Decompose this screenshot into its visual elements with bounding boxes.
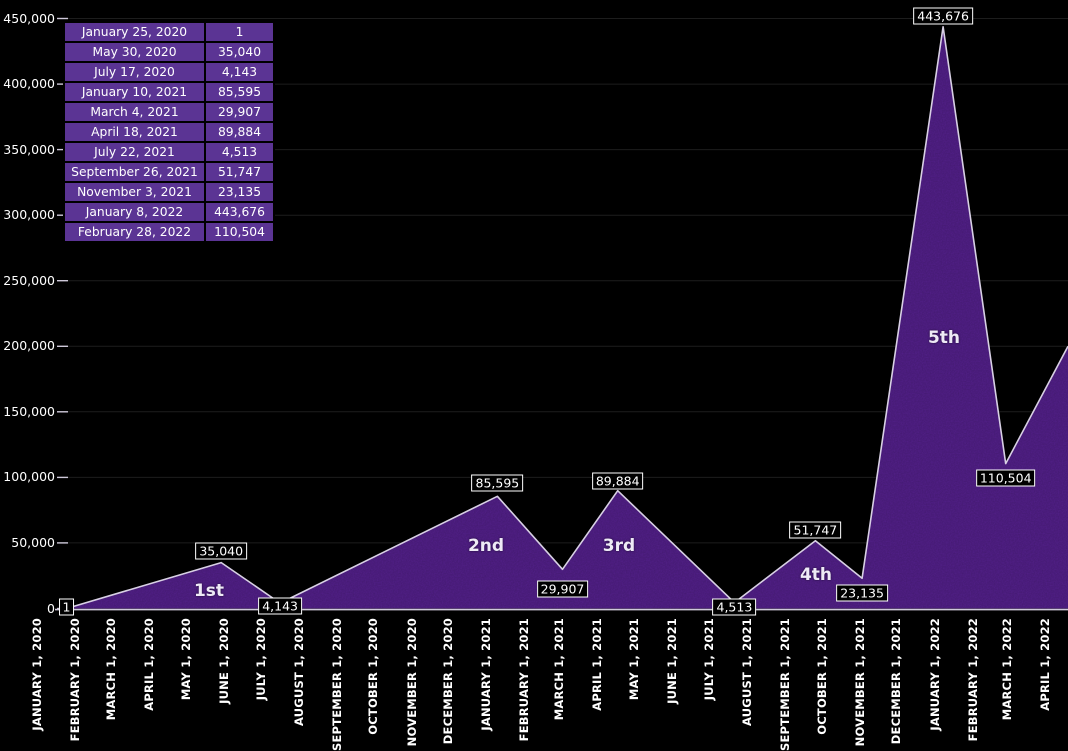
table-date-cell: January 25, 2020 xyxy=(65,23,204,41)
table-value-cell: 35,040 xyxy=(206,43,273,61)
table-date-cell: April 18, 2021 xyxy=(65,123,204,141)
table-date-cell: November 3, 2021 xyxy=(65,183,204,201)
table-value-cell: 85,595 xyxy=(206,83,273,101)
table-date-cell: January 10, 2021 xyxy=(65,83,204,101)
table-value-cell: 4,513 xyxy=(206,143,273,161)
table-date-cell: May 30, 2020 xyxy=(65,43,204,61)
table-value-cell: 51,747 xyxy=(206,163,273,181)
table-date-cell: July 22, 2021 xyxy=(65,143,204,161)
table-value-cell: 23,135 xyxy=(206,183,273,201)
table-value-cell: 89,884 xyxy=(206,123,273,141)
table-value-cell: 4,143 xyxy=(206,63,273,81)
table-value-cell: 1 xyxy=(206,23,273,41)
table-value-cell: 110,504 xyxy=(206,223,273,241)
table-date-cell: September 26, 2021 xyxy=(65,163,204,181)
table-value-cell: 443,676 xyxy=(206,203,273,221)
table-date-cell: January 8, 2022 xyxy=(65,203,204,221)
table-value-cell: 29,907 xyxy=(206,103,273,121)
table-date-cell: March 4, 2021 xyxy=(65,103,204,121)
table-date-cell: February 28, 2022 xyxy=(65,223,204,241)
table-date-cell: July 17, 2020 xyxy=(65,63,204,81)
